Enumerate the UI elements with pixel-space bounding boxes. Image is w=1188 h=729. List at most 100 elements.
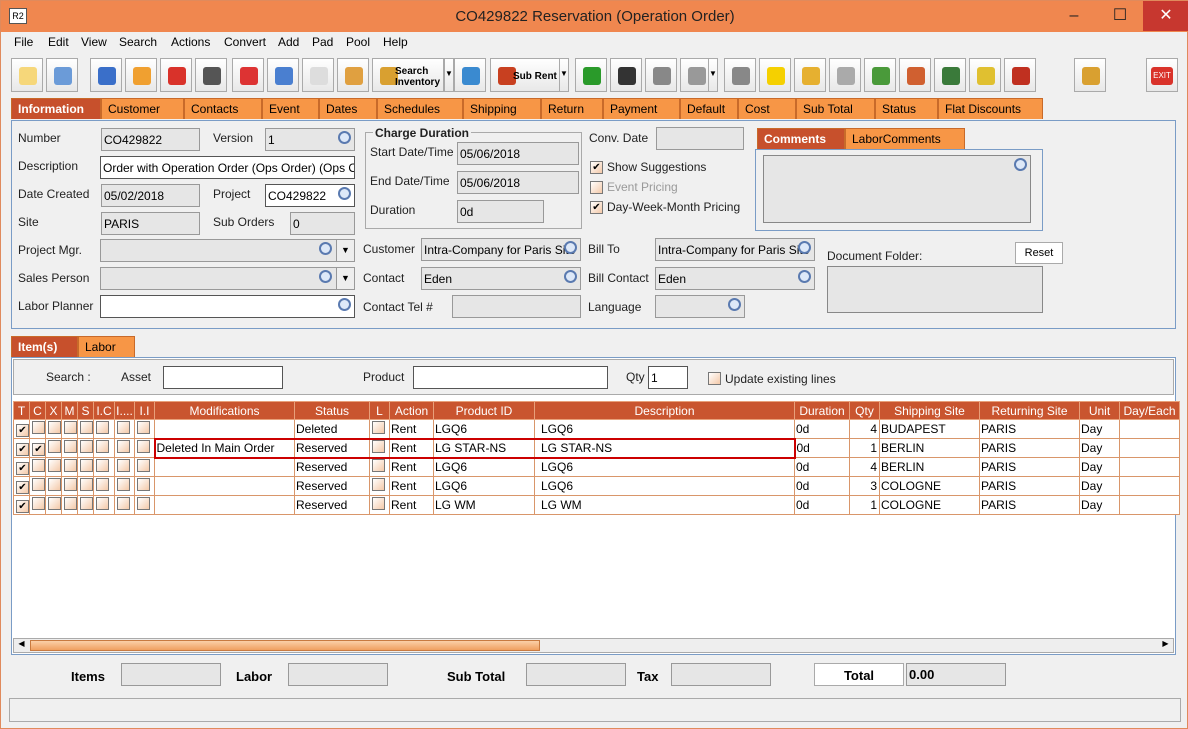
stack-button[interactable]	[864, 58, 896, 92]
tab-cost[interactable]: Cost	[738, 98, 796, 119]
column-header-unit[interactable]: Unit	[1079, 401, 1120, 420]
i-checkbox[interactable]	[117, 459, 130, 472]
qty-input[interactable]: 1	[648, 366, 688, 389]
t-checkbox[interactable]: ✔	[16, 442, 29, 456]
column-header-c[interactable]: C	[29, 401, 46, 420]
search-inventory-button[interactable]: Search Inventory	[372, 58, 444, 92]
column-header-m[interactable]: M	[61, 401, 78, 420]
ic-checkbox[interactable]	[96, 440, 109, 453]
column-header-l[interactable]: L	[369, 401, 390, 420]
x-checkbox[interactable]	[48, 440, 61, 453]
ic-checkbox[interactable]	[96, 478, 109, 491]
dwm-pricing-checkbox[interactable]: ✔	[590, 201, 603, 214]
folder-clock-button[interactable]	[794, 58, 826, 92]
language-field[interactable]	[655, 295, 745, 318]
version-field[interactable]: 1	[265, 128, 355, 151]
c-checkbox[interactable]	[32, 497, 45, 510]
money-transfer-button[interactable]	[934, 58, 966, 92]
l-checkbox[interactable]	[372, 478, 385, 491]
print-button[interactable]	[46, 58, 78, 92]
checklist-button[interactable]	[899, 58, 931, 92]
cut-button[interactable]	[267, 58, 299, 92]
tab-return[interactable]: Return	[541, 98, 603, 119]
menu-pad[interactable]: Pad	[312, 35, 334, 49]
update-lines-checkbox[interactable]	[708, 372, 721, 385]
column-header-day-each[interactable]: Day/Each	[1119, 401, 1180, 420]
column-header-status[interactable]: Status	[294, 401, 370, 420]
tab-schedules[interactable]: Schedules	[377, 98, 463, 119]
chevron-down-icon[interactable]: ▼	[336, 240, 354, 261]
column-header-modifications[interactable]: Modifications	[154, 401, 295, 420]
x-checkbox[interactable]	[48, 497, 61, 510]
i-checkbox[interactable]	[117, 421, 130, 434]
ii-checkbox[interactable]	[137, 421, 150, 434]
convert-button[interactable]	[232, 58, 264, 92]
i-checkbox[interactable]	[117, 440, 130, 453]
menu-search[interactable]: Search	[119, 35, 158, 49]
t-checkbox[interactable]: ✔	[16, 423, 29, 437]
ic-checkbox[interactable]	[96, 459, 109, 472]
tab-shipping[interactable]: Shipping	[463, 98, 541, 119]
contact-tel-field[interactable]	[452, 295, 581, 318]
x-checkbox[interactable]	[48, 459, 61, 472]
binoculars-button[interactable]	[195, 58, 227, 92]
tab-sub-total[interactable]: Sub Total	[796, 98, 875, 119]
labor-planner-input[interactable]	[100, 295, 355, 318]
show-suggestions-checkbox[interactable]: ✔	[590, 161, 603, 174]
box-button[interactable]	[829, 58, 861, 92]
m-checkbox[interactable]	[64, 440, 77, 453]
column-header-x[interactable]: X	[45, 401, 62, 420]
customer-field[interactable]: Intra-Company for Paris Site	[421, 238, 581, 261]
ii-checkbox[interactable]	[137, 459, 150, 472]
start-date-field[interactable]: 05/06/2018	[457, 142, 579, 165]
magnifier-icon[interactable]	[728, 298, 741, 311]
column-header-product-id[interactable]: Product ID	[433, 401, 535, 420]
m-checkbox[interactable]	[64, 421, 77, 434]
delete-button[interactable]	[160, 58, 192, 92]
magnifier-icon[interactable]	[319, 242, 332, 255]
table-row[interactable]: ✔ Reserved Rent LGQ6 LGQ6 0d 3 COLOGNE PARIS Day	[13, 476, 1180, 496]
magnifier-icon[interactable]	[798, 270, 811, 283]
column-header-i-[interactable]: I....	[114, 401, 135, 420]
tab-items[interactable]: Item(s)	[11, 336, 78, 357]
tab-labor[interactable]: Labor	[78, 336, 135, 357]
m-checkbox[interactable]	[64, 497, 77, 510]
magnifier-icon[interactable]	[1014, 158, 1027, 171]
minimize-button[interactable]: –	[1069, 7, 1079, 24]
column-header-duration[interactable]: Duration	[794, 401, 850, 420]
horizontal-scrollbar[interactable]: ◀ ▶	[13, 638, 1174, 653]
menu-edit[interactable]: Edit	[48, 35, 69, 49]
tab-event[interactable]: Event	[262, 98, 319, 119]
tab-information[interactable]: Information	[11, 98, 101, 119]
c-checkbox[interactable]	[32, 421, 45, 434]
menu-pool[interactable]: Pool	[346, 35, 371, 49]
x-checkbox[interactable]	[48, 421, 61, 434]
ii-checkbox[interactable]	[137, 440, 150, 453]
money-notes-button[interactable]	[969, 58, 1001, 92]
comments-textarea[interactable]	[763, 155, 1031, 223]
magnifier-icon[interactable]	[338, 131, 351, 144]
project-field[interactable]: CO429822	[265, 184, 355, 207]
column-header-returning-site[interactable]: Returning Site	[979, 401, 1080, 420]
duration-field[interactable]: 0d	[457, 200, 544, 223]
menu-actions[interactable]: Actions	[171, 35, 211, 49]
table-row[interactable]: ✔ Reserved Rent LG WM LG WM 0d 1 COLOGNE PARIS Da…	[13, 495, 1180, 515]
column-header-description[interactable]: Description	[534, 401, 795, 420]
l-checkbox[interactable]	[372, 440, 385, 453]
tab-status[interactable]: Status	[875, 98, 938, 119]
ic-checkbox[interactable]	[96, 421, 109, 434]
tab-labor-comments[interactable]: LaborComments	[845, 128, 965, 149]
t-checkbox[interactable]: ✔	[16, 499, 29, 513]
ii-checkbox[interactable]	[137, 478, 150, 491]
m-checkbox[interactable]	[64, 459, 77, 472]
tab-default[interactable]: Default	[680, 98, 738, 119]
menu-view[interactable]: View	[81, 35, 107, 49]
description-input[interactable]: Order with Operation Order (Ops Order) (…	[100, 156, 355, 179]
l-checkbox[interactable]	[372, 420, 385, 434]
exit-button[interactable]: EXIT	[1146, 58, 1178, 92]
tab-dates[interactable]: Dates	[319, 98, 377, 119]
tab-payment[interactable]: Payment	[603, 98, 680, 119]
chevron-down-icon[interactable]: ▼	[336, 268, 354, 289]
magnifier-icon[interactable]	[338, 298, 351, 311]
i-checkbox[interactable]	[117, 497, 130, 510]
